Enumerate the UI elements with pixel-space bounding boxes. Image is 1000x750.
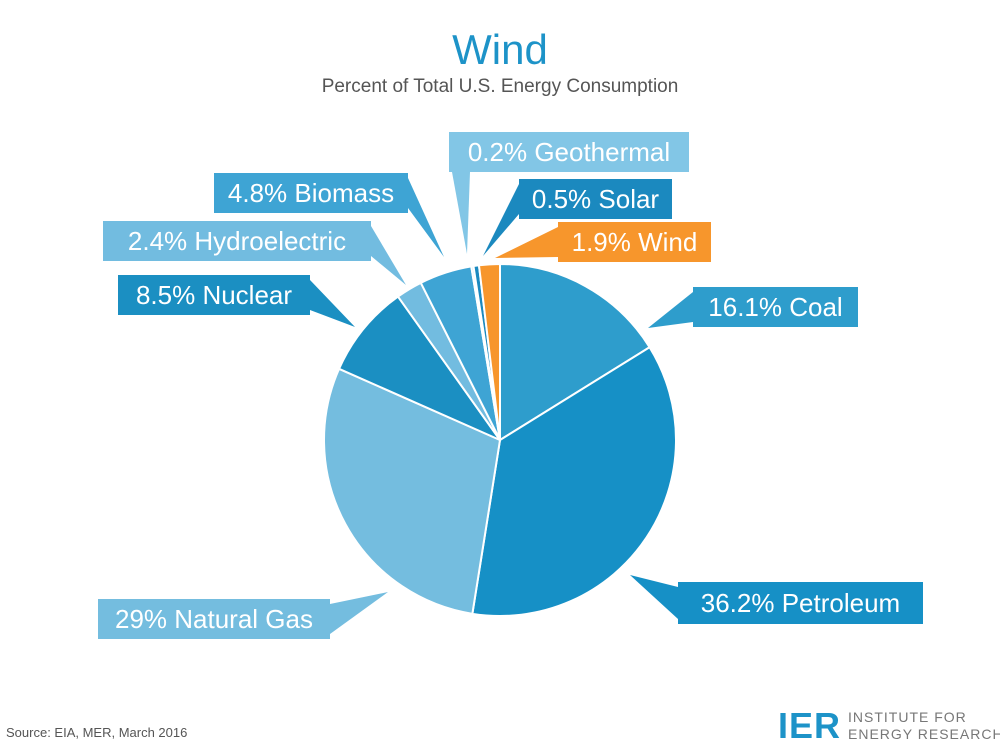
- callout-box: [214, 173, 408, 213]
- callout-pointer: [371, 226, 406, 285]
- logo-mark: IER: [778, 705, 842, 746]
- pie-slice-coal: [499, 263, 651, 441]
- callout-box: [103, 221, 371, 261]
- data-label-geothermal: 0.2% Geothermal: [449, 132, 689, 254]
- data-label-wind: 1.9% Wind: [495, 222, 711, 262]
- callout-label-text: 0.5% Solar: [532, 184, 660, 214]
- pie-slice-wind: [477, 262, 501, 441]
- data-label-coal: 16.1% Coal: [648, 287, 858, 328]
- callout-label-text: 4.8% Biomass: [228, 178, 394, 208]
- callout-pointer: [648, 292, 693, 328]
- pie-slice-natural-gas: [323, 367, 501, 615]
- data-label-natural-gas: 29% Natural Gas: [98, 592, 388, 639]
- callout-box: [693, 287, 858, 327]
- logo-text-line2: ENERGY RESEARCH: [848, 726, 1000, 742]
- data-label-solar: 0.5% Solar: [483, 179, 672, 256]
- callout-pointer: [630, 575, 678, 619]
- callout-pointer: [495, 227, 558, 258]
- callout-pointer: [408, 178, 444, 257]
- pie-slice-petroleum: [471, 346, 678, 617]
- callout-box: [678, 582, 923, 624]
- callout-box: [449, 132, 689, 172]
- pie-slice-nuclear: [338, 295, 501, 441]
- chart-title: Wind: [452, 26, 548, 73]
- data-label-nuclear: 8.5% Nuclear: [118, 275, 355, 327]
- callout-pointer: [483, 184, 519, 256]
- source-note: Source: EIA, MER, March 2016: [6, 725, 188, 740]
- callout-label-text: 16.1% Coal: [708, 292, 842, 322]
- callout-label-text: 0.2% Geothermal: [468, 137, 670, 167]
- data-label-petroleum: 36.2% Petroleum: [630, 575, 923, 624]
- callout-box: [558, 222, 711, 262]
- callout-pointer: [310, 280, 355, 327]
- callout-pointer: [452, 172, 470, 254]
- callout-label-text: 36.2% Petroleum: [701, 588, 900, 618]
- callout-box: [98, 599, 330, 639]
- callout-label-text: 8.5% Nuclear: [136, 280, 292, 310]
- logo-text-line1: INSTITUTE FOR: [848, 709, 967, 725]
- callout-box: [118, 275, 310, 315]
- callout-pointer: [330, 592, 388, 634]
- callout-box: [519, 179, 672, 219]
- chart-subtitle: Percent of Total U.S. Energy Consumption: [321, 76, 679, 97]
- data-label-hydroelectric: 2.4% Hydroelectric: [103, 221, 406, 285]
- callout-label-text: 2.4% Hydroelectric: [128, 226, 346, 256]
- callout-label-text: 1.9% Wind: [572, 227, 698, 257]
- callout-label-text: 29% Natural Gas: [115, 604, 313, 634]
- data-label-biomass: 4.8% Biomass: [214, 173, 444, 257]
